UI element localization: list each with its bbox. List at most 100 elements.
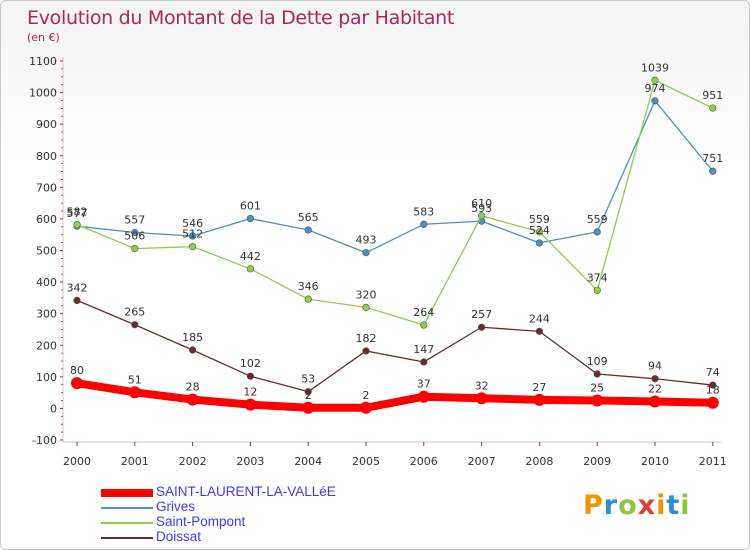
logo-letter: r	[603, 490, 619, 521]
data-label: 2	[363, 389, 370, 402]
data-label: 493	[356, 234, 377, 247]
x-tick-label: 2002	[179, 455, 207, 468]
legend-item: Saint-Pompont	[101, 514, 401, 531]
data-point	[591, 394, 604, 407]
data-point	[651, 375, 659, 383]
data-point	[478, 323, 486, 331]
data-label: 610	[471, 197, 492, 210]
legend-swatch	[101, 522, 153, 524]
series-line-1	[76, 100, 714, 254]
data-point	[302, 401, 315, 414]
y-tick-label: 500	[36, 245, 57, 258]
data-point	[420, 358, 428, 366]
y-tick-label: 200	[36, 339, 57, 352]
logo-letter: i	[656, 490, 667, 521]
data-point	[246, 372, 254, 380]
data-label: 559	[529, 213, 550, 226]
data-label: 951	[702, 89, 723, 102]
y-tick-label: 100	[36, 371, 57, 384]
y-tick-label: 300	[36, 308, 57, 321]
y-tick-label: 1100	[29, 55, 57, 68]
data-label: 147	[413, 343, 434, 356]
data-point	[304, 388, 312, 396]
data-label: 182	[356, 332, 377, 345]
series-line-0	[73, 379, 717, 412]
y-tick-label: 800	[36, 150, 57, 163]
data-point	[189, 346, 197, 354]
data-point	[71, 377, 83, 390]
x-tick-label: 2000	[63, 455, 91, 468]
data-label: 593	[471, 202, 492, 215]
x-tick-label: 2009	[583, 455, 611, 468]
data-point	[533, 393, 546, 406]
data-label: 346	[298, 280, 319, 293]
data-point	[362, 347, 370, 355]
data-point	[246, 215, 254, 223]
legend-swatch	[101, 489, 153, 497]
data-label: 506	[124, 230, 145, 243]
data-point	[420, 321, 428, 329]
logo-letter: o	[618, 490, 638, 521]
y-tick-label: 1000	[29, 87, 57, 100]
data-point	[189, 243, 197, 251]
data-label: 546	[182, 217, 203, 230]
y-tick-label: 700	[36, 181, 57, 194]
x-tick-label: 2003	[236, 455, 264, 468]
data-label: 974	[645, 82, 666, 95]
data-label: 25	[590, 382, 604, 395]
data-label: 257	[471, 308, 492, 321]
data-label: 577	[67, 207, 88, 220]
x-tick-label: 2008	[525, 455, 553, 468]
legend-label: SAINT-LAURENT-LA-VALLéE	[156, 484, 336, 499]
y-tick-label: 0	[50, 402, 57, 415]
data-label: 557	[124, 213, 145, 226]
data-label: 559	[587, 213, 608, 226]
data-point	[651, 97, 659, 105]
chart-title: Evolution du Montant de la Dette par Hab…	[27, 7, 455, 29]
data-label: 442	[240, 250, 261, 263]
data-label: 32	[475, 379, 489, 392]
data-point	[651, 76, 659, 84]
data-point	[73, 296, 81, 305]
data-point	[131, 228, 139, 237]
data-point	[417, 390, 430, 403]
data-point	[706, 396, 719, 409]
data-point	[475, 392, 488, 405]
legend-swatch	[101, 507, 153, 509]
data-label: 342	[67, 281, 88, 294]
data-point	[593, 228, 601, 236]
data-label: 37	[417, 378, 431, 391]
data-label: 244	[529, 312, 550, 325]
data-label: 18	[706, 384, 720, 397]
data-point	[128, 386, 141, 399]
data-point	[593, 286, 601, 294]
proxiti-logo: Proxiti	[583, 490, 691, 521]
data-label: 102	[240, 357, 261, 370]
series-line-3	[76, 299, 714, 393]
data-label: 80	[70, 364, 84, 377]
data-point	[709, 167, 717, 175]
data-label: 74	[706, 366, 720, 379]
data-point	[362, 249, 370, 257]
data-label: 28	[186, 381, 200, 394]
data-label: 94	[648, 360, 662, 373]
data-point	[709, 381, 717, 389]
x-tick-label: 2010	[641, 455, 669, 468]
data-label: 582	[67, 206, 88, 219]
data-label: 265	[124, 306, 145, 319]
data-label: 583	[413, 205, 434, 218]
data-label: 12	[243, 386, 257, 399]
data-label: 320	[356, 288, 377, 301]
y-tick-label: 900	[36, 118, 57, 131]
y-tick-label: 600	[36, 213, 57, 226]
data-label: 51	[128, 373, 142, 386]
legend-item: SAINT-LAURENT-LA-VALLéE	[101, 484, 401, 501]
data-label: 751	[702, 152, 723, 165]
data-label: 185	[182, 331, 203, 344]
data-point	[304, 226, 312, 234]
data-label: 374	[587, 271, 608, 284]
logo-letter: P	[583, 490, 604, 521]
data-label: 524	[529, 224, 550, 237]
